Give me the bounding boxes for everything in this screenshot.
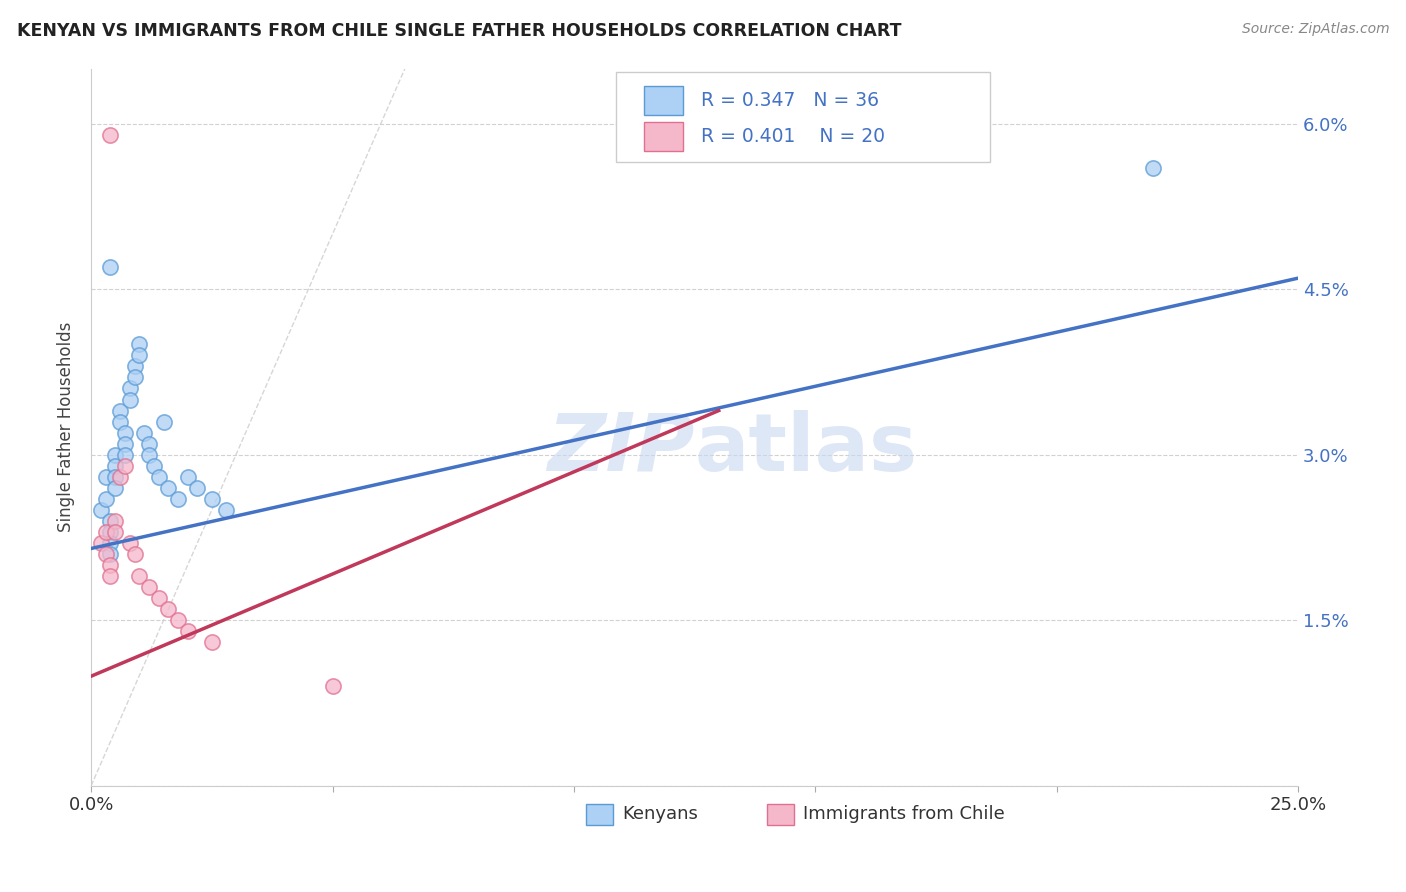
Y-axis label: Single Father Households: Single Father Households	[58, 322, 75, 533]
Point	[138, 580, 160, 594]
Point	[108, 415, 131, 429]
FancyBboxPatch shape	[644, 87, 682, 115]
Point	[100, 569, 122, 583]
Point	[186, 481, 208, 495]
Point	[201, 491, 224, 506]
Point	[94, 491, 117, 506]
Point	[94, 547, 117, 561]
Point	[152, 415, 174, 429]
Point	[128, 569, 150, 583]
FancyBboxPatch shape	[644, 122, 682, 151]
Point	[114, 448, 136, 462]
Point	[90, 536, 112, 550]
Text: Immigrants from Chile: Immigrants from Chile	[803, 805, 1005, 823]
Point	[201, 635, 224, 649]
Point	[100, 128, 122, 142]
Point	[90, 503, 112, 517]
Point	[124, 370, 146, 384]
Text: atlas: atlas	[695, 409, 918, 488]
Point	[138, 436, 160, 450]
Point	[108, 403, 131, 417]
Point	[100, 558, 122, 572]
Point	[100, 536, 122, 550]
Point	[128, 337, 150, 351]
Point	[167, 613, 190, 627]
Point	[114, 458, 136, 473]
Point	[157, 602, 180, 616]
Point	[100, 524, 122, 539]
Point	[322, 680, 344, 694]
Point	[118, 536, 141, 550]
Point	[94, 469, 117, 483]
FancyBboxPatch shape	[616, 72, 990, 161]
Point	[104, 469, 127, 483]
Point	[148, 469, 170, 483]
Text: R = 0.401    N = 20: R = 0.401 N = 20	[700, 128, 884, 146]
Text: R = 0.347   N = 36: R = 0.347 N = 36	[700, 91, 879, 111]
FancyBboxPatch shape	[768, 804, 793, 825]
Text: ZIP: ZIP	[547, 409, 695, 488]
Point	[134, 425, 156, 440]
Point	[128, 348, 150, 362]
Point	[100, 514, 122, 528]
Point	[118, 392, 141, 407]
Point	[124, 359, 146, 374]
Text: KENYAN VS IMMIGRANTS FROM CHILE SINGLE FATHER HOUSEHOLDS CORRELATION CHART: KENYAN VS IMMIGRANTS FROM CHILE SINGLE F…	[17, 22, 901, 40]
Point	[104, 514, 127, 528]
Point	[108, 469, 131, 483]
Point	[114, 425, 136, 440]
Point	[118, 382, 141, 396]
Point	[104, 524, 127, 539]
Point	[104, 481, 127, 495]
Text: Kenyans: Kenyans	[623, 805, 697, 823]
Point	[142, 458, 165, 473]
Point	[177, 469, 200, 483]
Point	[1142, 161, 1164, 175]
Point	[138, 448, 160, 462]
Point	[177, 624, 200, 639]
Point	[215, 503, 238, 517]
Point	[167, 491, 190, 506]
Point	[157, 481, 180, 495]
Point	[100, 260, 122, 274]
Text: Source: ZipAtlas.com: Source: ZipAtlas.com	[1241, 22, 1389, 37]
Point	[100, 547, 122, 561]
Point	[104, 458, 127, 473]
Point	[104, 448, 127, 462]
Point	[114, 436, 136, 450]
Point	[148, 591, 170, 606]
FancyBboxPatch shape	[586, 804, 613, 825]
Point	[124, 547, 146, 561]
Point	[94, 524, 117, 539]
